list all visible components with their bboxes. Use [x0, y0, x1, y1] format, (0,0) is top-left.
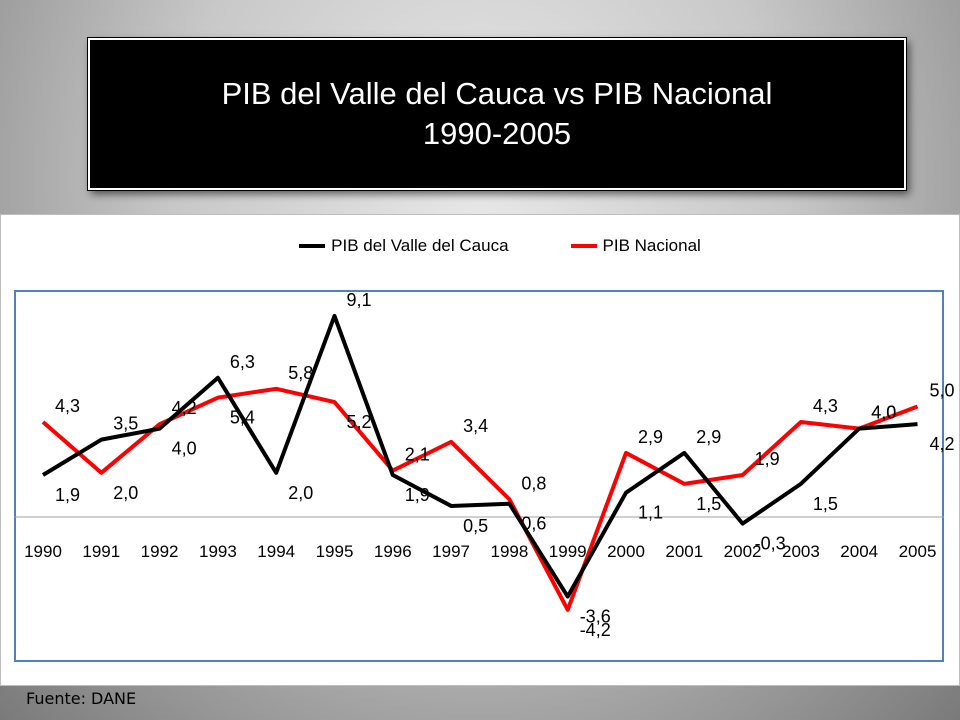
- data-label-nacional: -4,2: [580, 620, 611, 640]
- legend-label-nacional: PIB Nacional: [602, 236, 701, 255]
- data-label-valle: 0,6: [521, 514, 546, 534]
- legend-swatch-valle: [299, 244, 326, 248]
- data-label-valle: 1,5: [813, 494, 838, 514]
- data-label-valle: 6,3: [230, 352, 255, 372]
- data-label-nacional: 2,9: [638, 427, 663, 447]
- data-label-valle: 2,9: [696, 427, 721, 447]
- title-box: PIB del Valle del Cauca vs PIB Nacional …: [87, 37, 907, 191]
- plot-area: [14, 290, 944, 662]
- slide-title: PIB del Valle del Cauca vs PIB Nacional: [221, 76, 773, 111]
- data-label-valle: 1,9: [55, 485, 80, 505]
- data-label-nacional: 4,3: [813, 396, 838, 416]
- data-label-valle: -0,3: [755, 534, 786, 554]
- x-tick-label: 1994: [257, 542, 295, 561]
- data-label-nacional: 3,4: [463, 416, 488, 436]
- data-label-nacional: 0,8: [521, 473, 546, 493]
- x-tick-label: 2005: [899, 542, 937, 561]
- data-label-valle: 4,0: [871, 403, 896, 423]
- data-label-valle: 0,5: [463, 516, 488, 536]
- data-label-nacional: 1,5: [696, 494, 721, 514]
- data-label-valle: 1,9: [405, 485, 430, 505]
- x-tick-label: 1996: [374, 542, 412, 561]
- slide-subtitle: 1990-2005: [422, 116, 572, 151]
- data-label-valle: -3,6: [580, 607, 611, 627]
- data-label-valle: 4,2: [930, 434, 955, 454]
- x-tick-label: 1997: [432, 542, 470, 561]
- series-line-valle: [41, 313, 918, 599]
- data-label-nacional: 2,0: [113, 483, 138, 503]
- data-label-valle: 3,5: [113, 414, 138, 434]
- data-label-nacional: 5,0: [930, 381, 955, 401]
- data-label-nacional: 4,0: [871, 403, 896, 423]
- x-tick-label: 2000: [607, 542, 645, 561]
- chart-panel: [0, 214, 960, 686]
- x-tick-label: 2004: [840, 542, 878, 561]
- data-label-nacional: 4,3: [55, 396, 80, 416]
- x-tick-label: 1995: [316, 542, 354, 561]
- x-tick-label: 1993: [199, 542, 237, 561]
- x-tick-label: 2001: [665, 542, 703, 561]
- data-label-valle: 1,1: [638, 503, 663, 523]
- data-label-nacional: 5,2: [347, 412, 372, 432]
- legend-swatch-nacional: [570, 244, 597, 248]
- x-tick-label: 2002: [724, 542, 762, 561]
- x-tick-label: 2003: [782, 542, 820, 561]
- legend-item-valle: PIB del Valle del Cauca: [299, 236, 509, 256]
- series-line-nacional: [41, 386, 919, 612]
- source-note: Fuente: DANE: [26, 689, 137, 708]
- data-label-nacional: 4,2: [172, 398, 197, 418]
- data-label-valle: 4,0: [172, 439, 197, 459]
- legend-item-nacional: PIB Nacional: [570, 236, 701, 256]
- data-label-nacional: 2,1: [405, 445, 430, 465]
- data-label-valle: 2,0: [288, 483, 313, 503]
- x-tick-label: 1998: [490, 542, 528, 561]
- x-tick-label: 1990: [24, 542, 62, 561]
- data-label-nacional: 5,4: [230, 408, 255, 428]
- data-label-nacional: 1,9: [755, 449, 780, 469]
- legend-label-valle: PIB del Valle del Cauca: [331, 236, 509, 255]
- x-tick-label: 1991: [82, 542, 120, 561]
- x-tick-label: 1992: [141, 542, 179, 561]
- data-label-nacional: 5,8: [288, 363, 313, 383]
- data-label-valle: 9,1: [347, 290, 372, 310]
- chart-legend: PIB del Valle del Cauca PIB Nacional: [0, 234, 960, 258]
- x-tick-label: 1999: [549, 542, 587, 561]
